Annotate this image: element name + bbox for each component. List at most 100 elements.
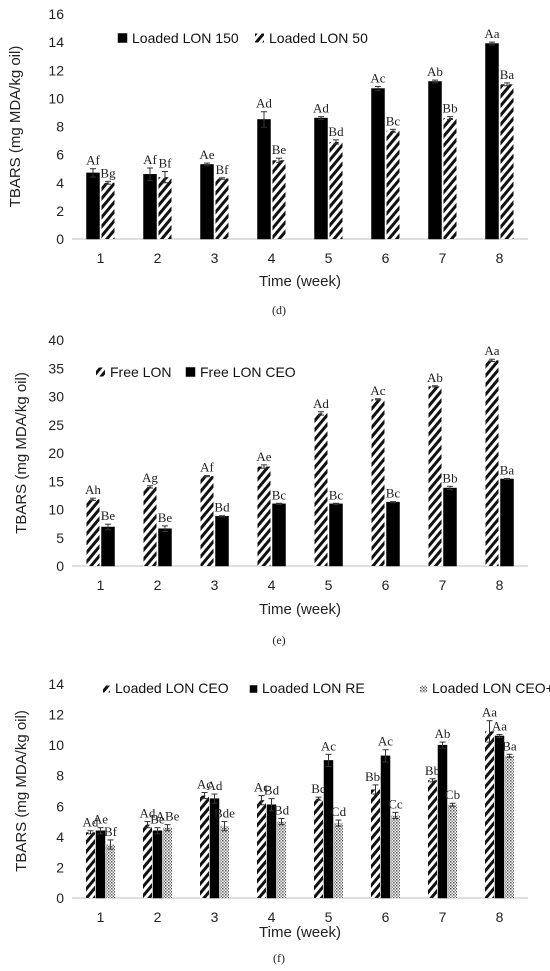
bar (428, 386, 442, 566)
y-tick-label: 12 (48, 707, 64, 723)
data-label: Ad (207, 778, 223, 793)
data-label: Be (101, 508, 116, 523)
x-tick-label: 5 (325, 577, 333, 593)
y-tick-label: 25 (48, 417, 64, 433)
y-tick-label: 16 (48, 6, 64, 22)
data-label: Ac (321, 738, 336, 753)
bar (101, 182, 115, 239)
y-tick-label: 2 (56, 203, 64, 219)
data-label: Be (158, 510, 173, 525)
y-tick-label: 10 (48, 502, 64, 518)
data-label: Ac (370, 383, 385, 398)
data-label: Ag (142, 470, 158, 485)
data-label: Ba (502, 738, 517, 753)
legend-swatch (103, 685, 110, 693)
bar (152, 830, 163, 899)
data-label: Aa (484, 26, 499, 41)
data-label: Bd (328, 124, 344, 139)
data-label: Bc (272, 487, 287, 502)
data-label: Ab (427, 64, 443, 79)
data-label: ABe (156, 809, 180, 824)
bar (101, 526, 115, 567)
bar (505, 755, 514, 898)
bar (448, 804, 457, 898)
x-axis-title: Time (week) (259, 601, 341, 618)
chart-panel-2: 0 5 10 15 20 25 30 35 40 1 2 3 4 5 6 7 8 Ah Ag Af Ae Ad Ac Ab Aa… (13, 332, 528, 647)
data-label: Be (272, 142, 287, 157)
x-tick-label: 6 (382, 577, 390, 593)
y-tick-label: 4 (56, 175, 64, 191)
bar (266, 804, 277, 899)
legend-swatch (255, 33, 264, 43)
bar (86, 172, 100, 240)
x-tick-label: 7 (439, 909, 447, 925)
data-label: Bb (425, 763, 440, 778)
data-label: Ad (313, 396, 329, 411)
bar (143, 174, 157, 240)
x-tick-label: 7 (439, 250, 447, 266)
bar (334, 823, 343, 898)
bar (443, 118, 457, 239)
data-label: Aa (484, 343, 499, 358)
y-tick-label: 15 (48, 473, 64, 489)
bar (371, 88, 385, 240)
bar (215, 516, 229, 567)
bar (106, 844, 115, 898)
data-label: Ad (140, 806, 156, 821)
bar (485, 731, 494, 898)
x-tick-label: 8 (496, 909, 504, 925)
legend-label: Loaded LON RE (262, 680, 365, 696)
x-tick-label: 6 (382, 909, 390, 925)
data-label: Bc (329, 487, 344, 502)
y-axis-title: TBARS (mg MDA/kg oil) (13, 710, 30, 872)
bar (391, 815, 400, 898)
data-label: Ab (435, 726, 451, 741)
data-label: Bd (214, 500, 230, 515)
legend-label: Loaded LON 50 (269, 30, 368, 46)
panel-label: (e) (272, 633, 285, 647)
bar (386, 130, 400, 239)
data-label: Ac (378, 734, 393, 749)
data-label: Ba (500, 462, 515, 477)
data-label: Bd (264, 783, 280, 798)
y-tick-label: 8 (56, 768, 64, 784)
bar (86, 832, 95, 898)
legend-swatch (96, 367, 105, 377)
bar (371, 399, 385, 566)
data-label: Ab (427, 370, 443, 385)
bar (329, 141, 343, 239)
legend-swatch (420, 685, 427, 693)
x-tick-label: 5 (325, 250, 333, 266)
y-tick-label: 10 (48, 90, 64, 106)
bar (277, 821, 286, 898)
y-tick-label: 30 (48, 389, 64, 405)
y-tick-label: 14 (48, 676, 64, 692)
x-tick-label: 5 (325, 909, 333, 925)
y-tick-label: 5 (56, 530, 64, 546)
data-label: Bc (386, 113, 401, 128)
x-tick-label: 3 (211, 577, 219, 593)
bar (485, 360, 499, 566)
legend-label: Free LON (110, 364, 171, 380)
y-tick-label: 0 (56, 558, 64, 574)
x-tick-label: 4 (268, 250, 276, 266)
bar (272, 503, 286, 567)
bar (314, 798, 323, 898)
data-label: Be (150, 812, 165, 827)
data-label: Ah (85, 482, 101, 497)
bar (158, 177, 172, 239)
bar (143, 486, 157, 566)
y-tick-label: 35 (48, 360, 64, 376)
y-tick-label: 4 (56, 829, 64, 845)
bar (500, 478, 514, 567)
data-label: Ae (199, 147, 214, 162)
y-tick-label: 40 (48, 332, 64, 348)
data-label: Bf (104, 824, 118, 839)
y-axis-title: TBARS (mg MDA/kg oil) (7, 46, 24, 208)
bar (329, 503, 343, 567)
data-label: Bc (311, 781, 326, 796)
y-tick-label: 12 (48, 62, 64, 78)
x-tick-label: 3 (211, 909, 219, 925)
